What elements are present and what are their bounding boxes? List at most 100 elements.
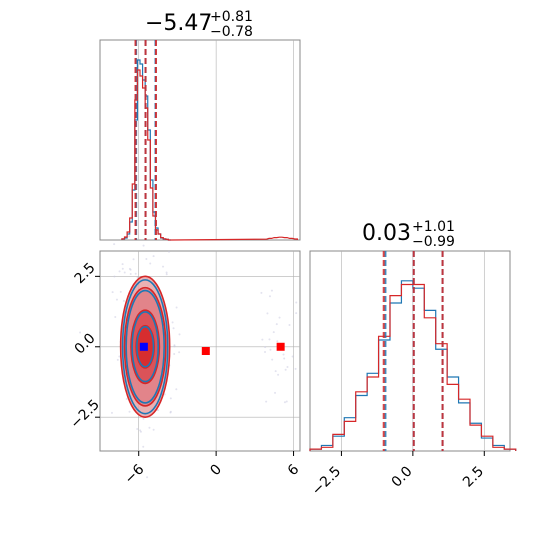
scatter-point <box>277 373 280 376</box>
scatter-point <box>146 476 149 479</box>
scatter-point <box>272 331 275 334</box>
x-tick-label: −6 <box>122 461 148 487</box>
scatter-point <box>121 263 124 266</box>
scatter-point <box>276 340 279 343</box>
y-tick-label: 2.5 <box>72 260 99 287</box>
scatter-point <box>175 306 178 309</box>
y-tick-label: 0.0 <box>72 330 99 357</box>
scatter-point <box>149 262 152 265</box>
scatter-point <box>173 344 176 347</box>
scatter-point <box>79 331 82 334</box>
scatter-point <box>114 315 117 318</box>
scatter-point <box>134 272 137 275</box>
scatter-point <box>178 351 181 354</box>
contour-line-b <box>123 286 167 407</box>
scatter-points <box>79 221 298 479</box>
scatter-point <box>157 409 160 412</box>
scatter-point <box>264 346 267 349</box>
title-p2-median: 0.03 <box>362 221 411 246</box>
scatter-point <box>118 355 121 358</box>
marker-marker_a <box>139 342 148 351</box>
scatter-point <box>260 291 263 294</box>
title-p1-minus: −0.78 <box>210 24 253 40</box>
panel-marginal-p2: −2.5 0.0 2.5 0.03 +1.01 −0.99 <box>309 219 517 499</box>
scatter-point <box>113 275 116 278</box>
x-tick-label: 0 <box>207 462 225 480</box>
scatter-point <box>266 312 269 315</box>
quantile-lines <box>134 40 157 240</box>
scatter-point <box>173 352 176 355</box>
scatter-point <box>285 400 288 403</box>
scatter-point <box>136 276 139 279</box>
panel-joint: −6 0 6 2.5 0.0 −2.5 <box>67 221 302 487</box>
contour-line-b <box>130 309 161 385</box>
scatter-point <box>132 258 135 261</box>
scatter-point <box>168 250 171 253</box>
scatter-point <box>119 290 122 293</box>
scatter-point <box>121 267 124 270</box>
x-tick-label: −2.5 <box>309 464 344 499</box>
scatter-point <box>115 298 118 301</box>
scatter-point <box>264 351 267 354</box>
scatter-point <box>282 353 285 356</box>
scatter-point <box>152 428 155 431</box>
title-p2: 0.03 <box>362 221 411 246</box>
contour-line-a <box>125 289 165 404</box>
scatter-point <box>269 348 272 351</box>
scatter-point <box>128 235 131 238</box>
scatter-point <box>128 267 131 270</box>
scatter-point <box>113 243 116 246</box>
title-p2-minus: −0.99 <box>412 234 455 250</box>
scatter-point <box>169 410 172 413</box>
x-tick-label: 0.0 <box>389 464 416 491</box>
scatter-point <box>284 368 287 371</box>
scatter-point <box>165 273 168 276</box>
scatter-point <box>268 338 271 341</box>
scatter-point <box>125 397 128 400</box>
x-tick-labels: −6 0 6 <box>122 451 302 487</box>
contour-line-a <box>131 311 160 383</box>
histogram-series <box>121 59 299 241</box>
scatter-point <box>169 397 172 400</box>
scatter-point <box>295 301 298 304</box>
title-p1-plus: +0.81 <box>210 9 253 25</box>
scatter-point <box>175 388 178 391</box>
scatter-point <box>278 316 281 319</box>
scatter-point <box>110 411 113 414</box>
panel-frame <box>309 250 511 452</box>
scatter-point <box>129 273 132 276</box>
title-p1: −5.47 <box>145 11 212 36</box>
scatter-point <box>288 324 291 327</box>
scatter-point <box>283 401 286 404</box>
marker-marker_b <box>276 342 285 351</box>
scatter-point <box>122 299 125 302</box>
scatter-point <box>271 358 274 361</box>
panel-frame <box>99 39 301 241</box>
contour-line-a <box>136 325 155 368</box>
scatter-point <box>171 321 174 324</box>
scatter-point <box>268 295 271 298</box>
panel-frame <box>99 250 301 452</box>
y-tick-labels: 2.5 0.0 −2.5 <box>67 260 102 432</box>
panel-marginal-p1: −5.47 +0.81 −0.78 <box>99 9 301 241</box>
scatter-point <box>111 291 114 294</box>
scatter-point <box>118 270 121 273</box>
markers <box>139 342 285 355</box>
scatter-point <box>294 367 297 370</box>
scatter-point <box>283 357 286 360</box>
scatter-point <box>265 400 268 403</box>
scatter-point <box>165 271 168 274</box>
scatter-point <box>270 289 273 292</box>
marker-marker_b <box>201 347 210 355</box>
scatter-point <box>261 338 264 341</box>
quantile-lines <box>382 251 444 451</box>
scatter-point <box>142 417 145 420</box>
scatter-point <box>148 426 151 429</box>
grid-lines <box>138 40 294 240</box>
scatter-point <box>274 391 277 394</box>
scatter-point <box>275 323 278 326</box>
x-tick-label: 2.5 <box>460 464 487 491</box>
scatter-point <box>162 265 165 268</box>
scatter-point <box>142 445 145 448</box>
